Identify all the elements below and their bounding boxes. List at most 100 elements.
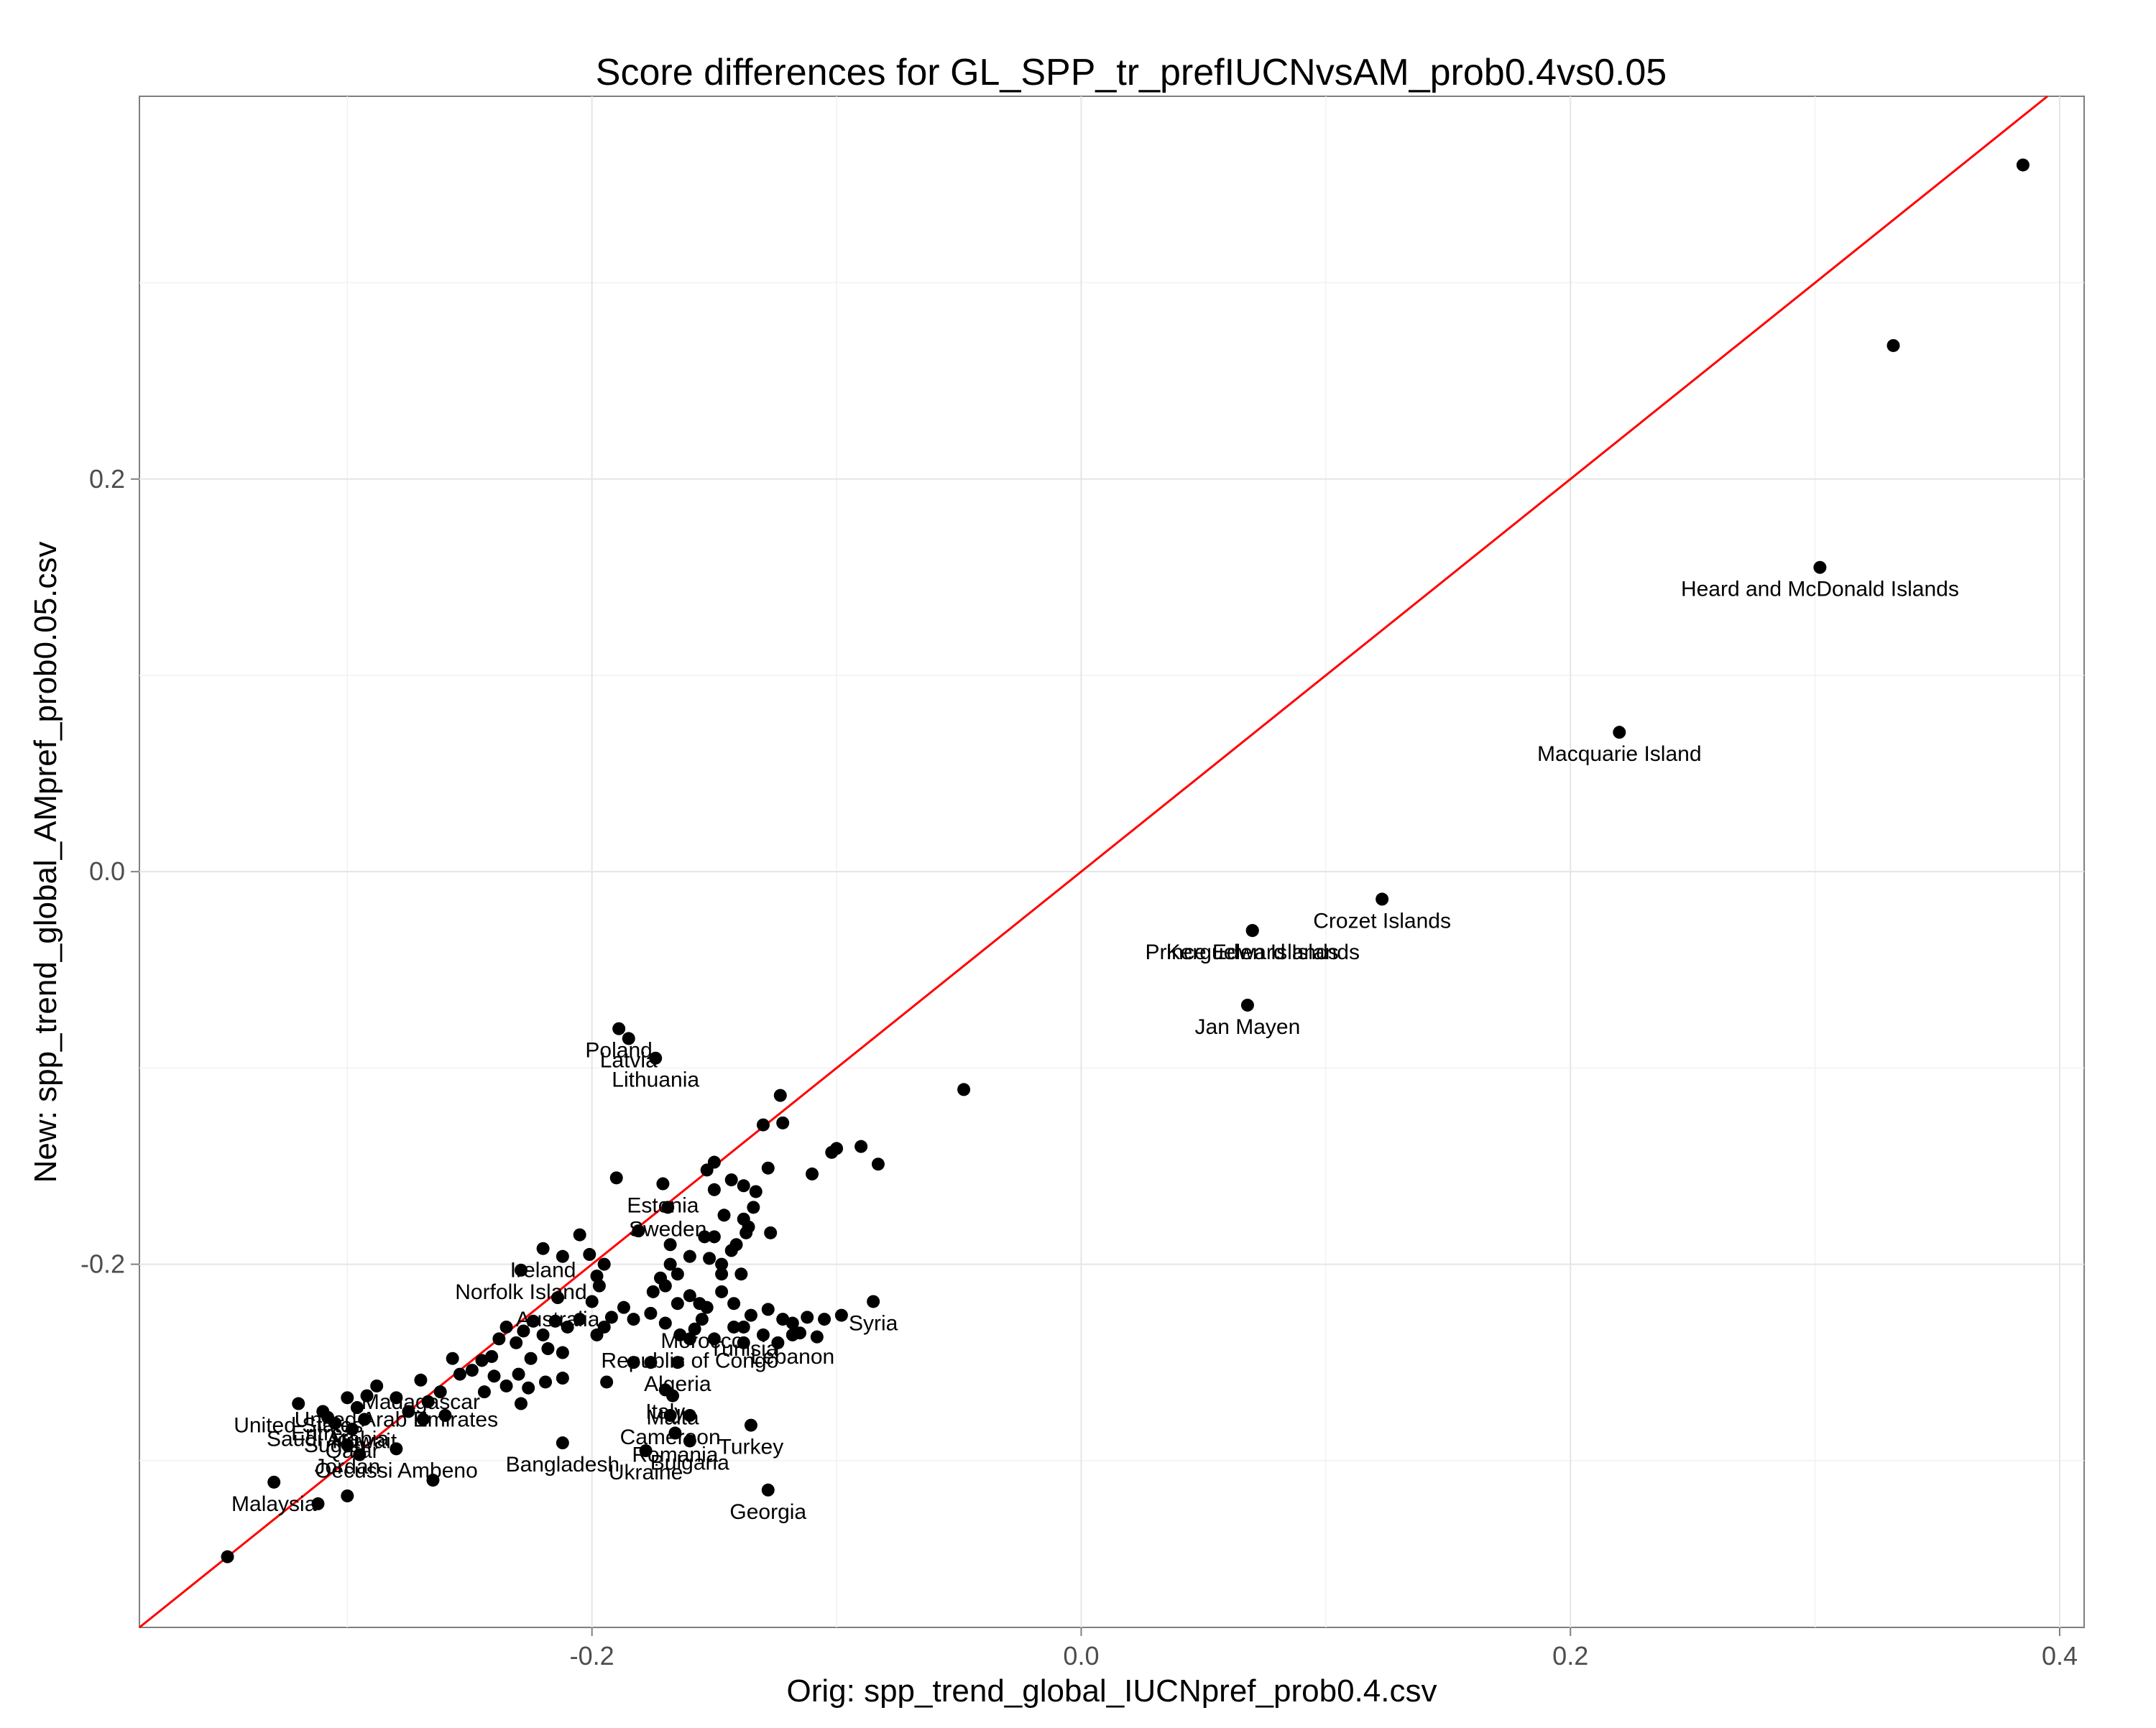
data-point (717, 1209, 731, 1222)
point-label: Heard and McDonald Islands (1681, 578, 1959, 601)
data-point (1240, 998, 1254, 1012)
data-point (485, 1349, 499, 1363)
point-label: Qatar (326, 1439, 379, 1463)
data-point (433, 1385, 447, 1399)
data-point (737, 1336, 750, 1349)
data-point (492, 1332, 506, 1346)
y-axis-title: New: spp_trend_global_AMpref_prob0.05.cs… (28, 542, 63, 1183)
data-point (514, 1263, 528, 1277)
data-point (683, 1434, 696, 1448)
data-point (590, 1269, 604, 1283)
data-point (341, 1438, 354, 1451)
data-point (663, 1257, 677, 1271)
data-point (649, 1051, 663, 1065)
data-point (1813, 560, 1827, 574)
point-label: Crozet Islands (1313, 909, 1451, 933)
data-point (341, 1489, 354, 1502)
data-point (663, 1238, 677, 1252)
x-tick-label: 0.0 (1063, 1641, 1099, 1671)
data-point (292, 1397, 305, 1410)
point-label: Kuwait (332, 1429, 397, 1453)
data-point (353, 1448, 367, 1461)
data-point (671, 1356, 684, 1369)
data-point (957, 1083, 971, 1096)
data-point (573, 1228, 586, 1242)
data-point (658, 1279, 672, 1293)
data-point (573, 1313, 586, 1326)
data-point (786, 1328, 799, 1341)
data-point (390, 1391, 403, 1405)
data-point (737, 1179, 750, 1193)
point-label: Lithuania (612, 1068, 699, 1092)
data-point (776, 1116, 790, 1129)
data-point (646, 1285, 660, 1298)
data-point (673, 1328, 687, 1341)
data-point (756, 1328, 770, 1341)
data-point (617, 1300, 630, 1314)
data-point (597, 1257, 611, 1271)
point-label: Algeria (644, 1372, 711, 1396)
point-label: Eritrea (291, 1421, 355, 1445)
point-label: Sudan (304, 1433, 367, 1457)
data-point (707, 1332, 721, 1346)
data-point (556, 1346, 569, 1359)
data-point (539, 1375, 553, 1389)
data-point (761, 1483, 775, 1497)
data-point (556, 1249, 569, 1263)
data-point (446, 1352, 459, 1365)
point-label: Romania (632, 1443, 718, 1467)
data-point (221, 1550, 234, 1563)
data-point (524, 1352, 538, 1365)
point-label: Republic of Congo (601, 1349, 778, 1372)
data-point (510, 1336, 523, 1349)
point-label: Oecussi Ambeno (315, 1459, 478, 1482)
data-point (328, 1416, 342, 1430)
point-label: Bulgaria (650, 1451, 729, 1474)
point-label: Malta (646, 1406, 699, 1430)
minor-gridlines (139, 96, 2084, 1627)
x-axis-title: Orig: spp_trend_global_IUCNpref_prob0.4.… (787, 1673, 1437, 1709)
point-label: Lebanon (750, 1345, 834, 1369)
point-label: Estonia (627, 1194, 699, 1218)
data-point (512, 1367, 525, 1381)
point-label: Georgia (729, 1500, 806, 1524)
y-tick-label: -0.2 (80, 1249, 125, 1279)
data-point (715, 1257, 729, 1271)
data-point (703, 1252, 717, 1265)
data-point (536, 1328, 550, 1341)
data-point (727, 1320, 741, 1334)
data-point (2016, 158, 2030, 172)
data-point (604, 1311, 618, 1324)
data-point (1376, 892, 1389, 906)
data-point (311, 1497, 325, 1510)
data-point (825, 1145, 839, 1159)
data-point (267, 1475, 281, 1489)
data-point (744, 1418, 757, 1432)
data-point (700, 1163, 714, 1177)
data-point (561, 1320, 574, 1334)
x-tick-label: 0.4 (2042, 1641, 2078, 1671)
point-label: Bangladesh (506, 1453, 619, 1477)
data-point (416, 1413, 430, 1426)
data-point (688, 1322, 701, 1336)
data-point (583, 1247, 596, 1261)
point-label: Macquarie Island (1537, 742, 1701, 766)
data-point (370, 1379, 384, 1392)
data-point (776, 1313, 790, 1326)
data-point (551, 1291, 565, 1305)
data-point (514, 1397, 528, 1410)
data-point (656, 1177, 670, 1191)
points-layer (221, 158, 2030, 1563)
data-point (592, 1279, 606, 1293)
data-point (658, 1316, 672, 1330)
point-label: Italy (645, 1400, 685, 1423)
point-label: Latvia (600, 1048, 658, 1072)
data-point (438, 1408, 452, 1422)
data-point (627, 1313, 640, 1326)
point-label: United States (234, 1414, 363, 1438)
data-point (683, 1408, 696, 1422)
data-point (715, 1267, 729, 1281)
data-point (867, 1295, 880, 1308)
data-point (556, 1436, 569, 1450)
